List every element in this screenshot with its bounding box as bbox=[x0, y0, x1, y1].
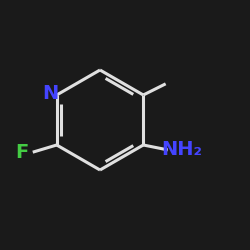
Text: N: N bbox=[42, 84, 58, 103]
Text: F: F bbox=[15, 143, 28, 162]
Text: NH₂: NH₂ bbox=[161, 140, 202, 160]
